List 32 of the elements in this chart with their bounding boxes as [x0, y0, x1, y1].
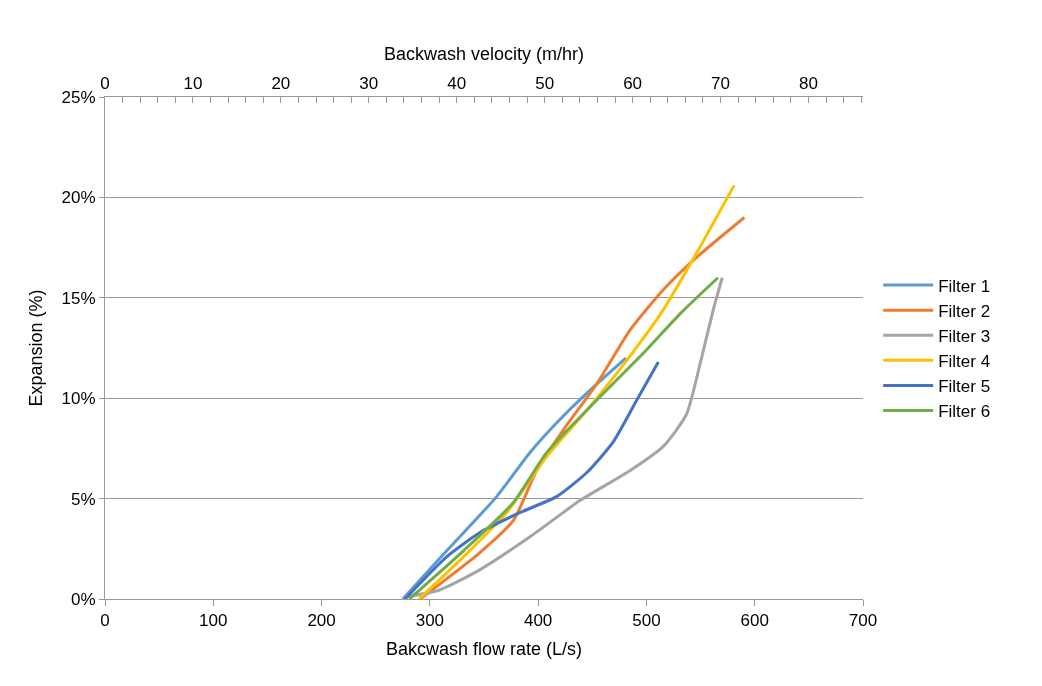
legend-label: Filter 3	[938, 326, 991, 346]
x2-tick-label: 70	[711, 74, 731, 94]
legend-label: Filter 6	[938, 402, 991, 422]
x-tick-label: 700	[848, 611, 878, 631]
legend-label: Filter 4	[938, 351, 991, 371]
y-tick-label: 25%	[61, 87, 96, 107]
legend-label: Filter 5	[938, 377, 991, 397]
x-tick-label: 300	[415, 611, 445, 631]
y-tick-label: 0%	[71, 589, 96, 609]
x-tick-label: 0	[100, 611, 110, 631]
legend-label: Filter 1	[938, 276, 991, 296]
x-tick-label: 200	[307, 611, 336, 631]
x2-axis-title: Backwash velocity (m/hr)	[383, 44, 585, 65]
x-axis-title: Bakcwash flow rate (L/s)	[385, 638, 583, 659]
x2-tick-label: 50	[535, 74, 555, 94]
legend-label: Filter 2	[938, 301, 991, 321]
y-axis-title: Expansion (%)	[25, 289, 46, 407]
x-tick-label: 600	[740, 611, 769, 631]
x2-tick-label: 0	[100, 74, 110, 94]
x-tick-label: 500	[632, 611, 661, 631]
x2-tick-label: 20	[271, 74, 291, 94]
x2-tick-label: 60	[623, 74, 643, 94]
x2-tick-label: 30	[359, 74, 379, 94]
y-tick-label: 20%	[61, 188, 96, 208]
y-tick-label: 10%	[61, 389, 96, 409]
y-tick-label: 5%	[71, 489, 96, 509]
x2-tick-label: 10	[183, 74, 203, 94]
x-tick-label: 100	[199, 611, 228, 631]
y-tick-label: 15%	[61, 288, 96, 308]
x-tick-label: 400	[523, 611, 553, 631]
x2-tick-label: 40	[447, 74, 467, 94]
x2-tick-label: 80	[799, 74, 818, 94]
